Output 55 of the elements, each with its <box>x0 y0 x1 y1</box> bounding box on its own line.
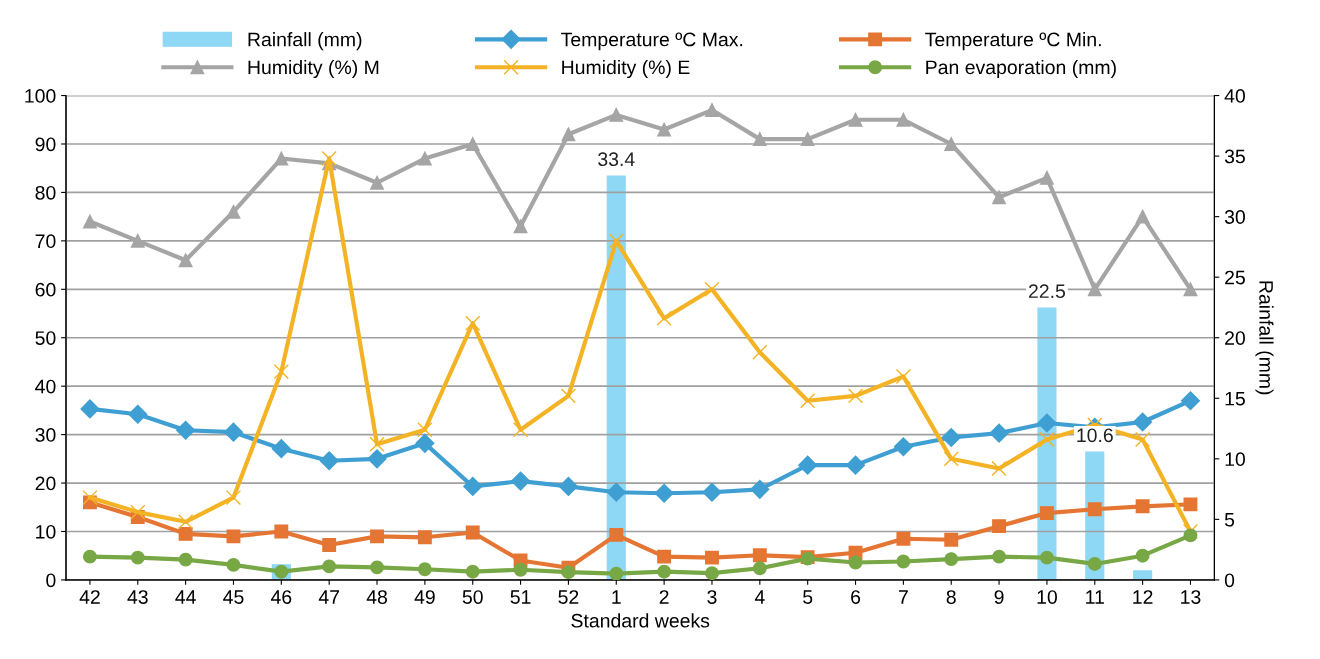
y2-axis-title: Rainfall (mm) <box>1255 281 1274 395</box>
x-tick-label: 51 <box>510 590 531 604</box>
y-tick-label: 60 <box>35 282 56 297</box>
y-tick-label: 30 <box>35 428 56 442</box>
y2-tick-label: 5 <box>1224 513 1235 527</box>
x-tick-label: 42 <box>79 590 100 604</box>
x-tick-label: 13 <box>1181 590 1201 604</box>
y-tick-label: 50 <box>35 331 56 345</box>
y2-tick-label: 40 <box>1224 89 1245 103</box>
data-label: 33.4 <box>598 152 635 167</box>
x-tick-label: 11 <box>1086 590 1104 604</box>
x-tick-label: 6 <box>851 590 861 604</box>
legend-label: Temperature ºC Max. <box>561 32 743 51</box>
x-tick-label: 5 <box>803 590 813 604</box>
legend-label: Rainfall (mm) <box>248 32 362 51</box>
y-tick-label: 70 <box>35 234 56 249</box>
legend-label: Pan evaporation (mm) <box>926 59 1116 79</box>
x-tick-label: 9 <box>994 590 1004 604</box>
legend-label: Humidity (%) E <box>562 59 690 79</box>
x-tick-label: 47 <box>318 590 340 604</box>
x-tick-label: 7 <box>898 590 908 604</box>
y-tick-label: 80 <box>35 185 56 200</box>
x-tick-label: 45 <box>223 590 244 604</box>
x-tick-label: 49 <box>414 590 435 604</box>
y2-tick-label: 10 <box>1225 452 1245 467</box>
y2-tick-label: 25 <box>1225 270 1245 285</box>
x-tick-label: 10 <box>1037 590 1057 604</box>
x-tick-label: 2 <box>659 590 669 604</box>
y-tick-label: 10 <box>36 524 56 539</box>
x-tick-label: 50 <box>462 590 483 604</box>
x-tick-label: 44 <box>175 590 196 604</box>
y2-tick-label: 0 <box>1224 573 1235 588</box>
y-tick-label: 0 <box>46 573 56 588</box>
x-tick-label: 52 <box>558 590 579 604</box>
x-tick-label: 1 <box>612 590 621 604</box>
y2-tick-label: 30 <box>1224 210 1245 224</box>
x-tick-label: 12 <box>1133 590 1153 604</box>
y-tick-label: 40 <box>35 379 56 394</box>
x-tick-label: 48 <box>366 590 387 604</box>
x-axis-title: Standard weeks <box>571 613 710 628</box>
y2-tick-label: 20 <box>1225 331 1245 345</box>
y-tick-label: 100 <box>25 89 56 103</box>
legend-label: Temperature ºC Min. <box>925 32 1101 51</box>
y-tick-label: 90 <box>35 137 56 152</box>
y-tick-label: 20 <box>35 476 56 491</box>
x-tick-label: 8 <box>946 590 956 604</box>
legend-label: Humidity (%) M <box>248 59 379 79</box>
x-tick-label: 3 <box>707 590 717 604</box>
y2-tick-label: 15 <box>1225 391 1245 406</box>
x-tick-label: 43 <box>127 590 148 604</box>
x-tick-label: 46 <box>270 590 292 604</box>
x-tick-label: 4 <box>754 590 765 604</box>
data-label: 22.5 <box>1028 284 1066 299</box>
y2-tick-label: 35 <box>1224 149 1245 164</box>
data-label: 10.6 <box>1077 428 1113 443</box>
